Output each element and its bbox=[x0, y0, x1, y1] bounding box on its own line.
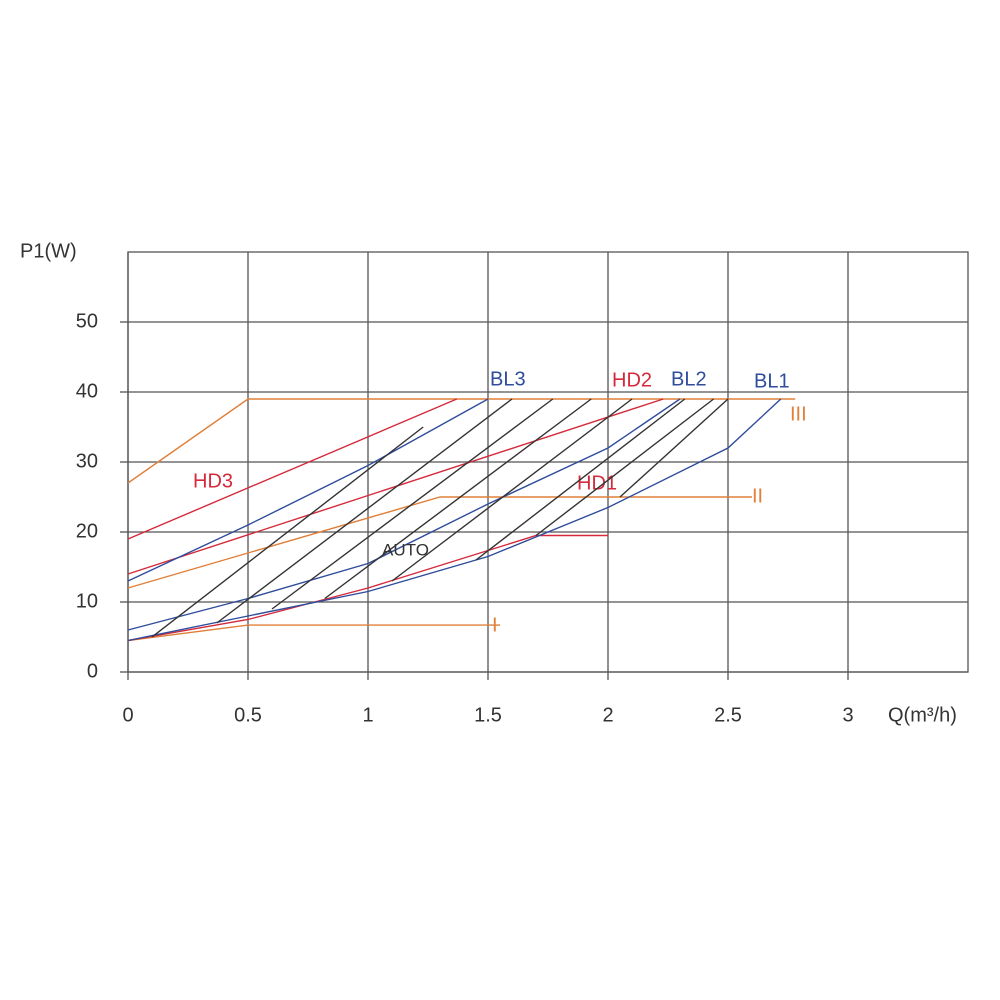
series-line bbox=[127, 398, 681, 631]
series-label: HD3 bbox=[193, 470, 233, 492]
series-line bbox=[127, 398, 458, 540]
y-tick-label: 0 bbox=[87, 660, 98, 682]
series-label: BL1 bbox=[754, 370, 790, 392]
y-tick-label: 20 bbox=[76, 520, 98, 542]
x-tick-label: 2.5 bbox=[714, 704, 742, 726]
series-line bbox=[127, 398, 782, 642]
series-label: HD1 bbox=[577, 472, 617, 494]
x-tick-label: 2 bbox=[602, 704, 613, 726]
series-line bbox=[127, 398, 489, 582]
series-line bbox=[151, 398, 729, 638]
y-tick-label: 50 bbox=[76, 310, 98, 332]
y-tick-label: 10 bbox=[76, 590, 98, 612]
x-tick-label: 0 bbox=[122, 704, 133, 726]
y-tick-label: 30 bbox=[76, 450, 98, 472]
plot-frame bbox=[127, 251, 969, 673]
y-axis-label: P1(W) bbox=[20, 240, 77, 262]
y-tick-label: 40 bbox=[76, 380, 98, 402]
series-line bbox=[127, 534, 608, 642]
series-label: I bbox=[492, 614, 498, 636]
series-line bbox=[127, 496, 752, 589]
series-line bbox=[127, 624, 500, 642]
x-tick-label: 1 bbox=[362, 704, 373, 726]
series-label: III bbox=[790, 403, 807, 425]
x-tick-label: 3 bbox=[842, 704, 853, 726]
series-line bbox=[127, 398, 796, 484]
series-label: II bbox=[752, 485, 763, 507]
series-label: BL3 bbox=[490, 368, 526, 390]
series-label: BL2 bbox=[671, 368, 707, 390]
x-tick-label: 1.5 bbox=[474, 704, 502, 726]
x-axis-label: Q(m³/h) bbox=[888, 704, 957, 726]
series-label: HD2 bbox=[612, 369, 652, 391]
series-label: AUTO bbox=[382, 540, 429, 559]
x-tick-label: 0.5 bbox=[234, 704, 262, 726]
